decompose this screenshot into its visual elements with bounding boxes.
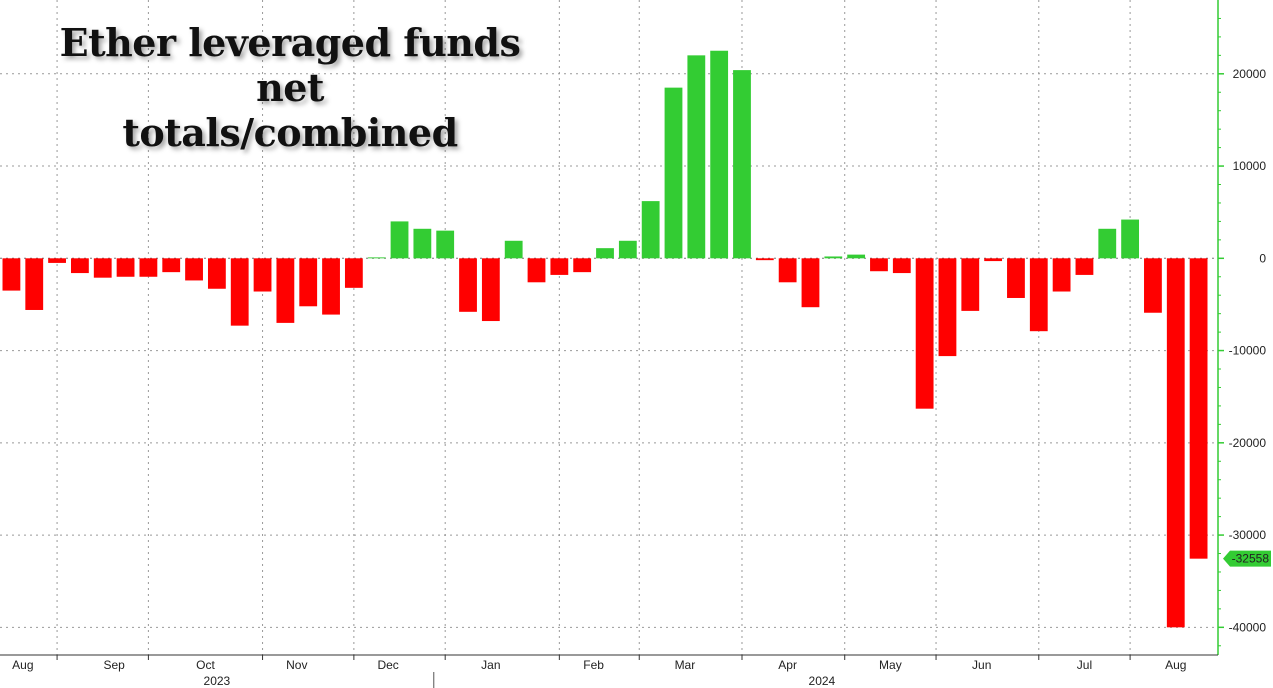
bar — [847, 254, 866, 259]
bar — [344, 258, 363, 288]
bar — [139, 258, 158, 277]
bar — [618, 240, 637, 259]
bar — [1189, 258, 1208, 559]
bar — [892, 258, 911, 274]
bar — [413, 228, 432, 259]
bar — [1098, 228, 1117, 259]
bar — [436, 230, 455, 259]
bar — [687, 55, 706, 259]
bar — [230, 258, 249, 326]
bar — [664, 87, 683, 259]
bar — [299, 258, 318, 307]
bar — [870, 258, 888, 272]
bar — [573, 258, 592, 273]
bar — [253, 258, 272, 292]
bar — [961, 258, 980, 311]
x-tick-label: Jun — [972, 658, 991, 672]
bar — [322, 258, 340, 315]
bar — [1121, 219, 1140, 259]
x-tick-label: Nov — [286, 658, 307, 672]
y-axis: 20000 10000 0 -10000 -20000 -30000 -40000 -3255… — [1217, 0, 1271, 655]
bar — [1075, 258, 1094, 275]
bar — [162, 258, 181, 273]
bar — [93, 258, 112, 278]
x-tick-label: May — [879, 658, 902, 672]
y-tick-label: 0 — [1259, 251, 1266, 265]
last-value-tag — [1223, 550, 1271, 567]
y-tick-label: -10000 — [1229, 344, 1267, 358]
chart-title-line-2: totals/combined — [122, 110, 458, 155]
bar — [801, 258, 820, 308]
bar — [2, 258, 21, 291]
bar — [550, 258, 569, 275]
bar — [481, 258, 500, 322]
bar — [185, 258, 203, 281]
bars — [2, 50, 1208, 628]
x-tick-label: Jul — [1077, 658, 1092, 672]
x-axis: Aug Sep Oct Nov Dec Jan Feb Mar Apr May Jun Jul Aug 2… — [0, 654, 1218, 688]
chart-title-line-1: Ether leveraged funds net — [59, 20, 521, 110]
x-tick-label: Mar — [675, 658, 696, 672]
bar — [733, 70, 751, 259]
bar — [390, 221, 409, 259]
x-tick-label: Oct — [196, 658, 215, 672]
bar — [459, 258, 477, 312]
y-tick-label: -30000 — [1229, 528, 1267, 542]
x-year-label: 2024 — [809, 674, 836, 688]
bar — [25, 258, 44, 310]
bar — [710, 50, 729, 259]
bar — [48, 258, 66, 263]
bar — [71, 258, 89, 274]
bar — [1052, 258, 1071, 292]
x-tick-label: Sep — [103, 658, 125, 672]
bar — [527, 258, 546, 283]
bar — [915, 258, 934, 409]
last-value-label: -32558 — [1232, 552, 1270, 566]
bar — [596, 248, 614, 259]
x-tick-label: Feb — [583, 658, 604, 672]
bar — [755, 258, 774, 261]
bar — [116, 258, 135, 277]
bar — [984, 258, 1003, 262]
y-tick-label: -20000 — [1229, 436, 1267, 450]
bar — [1144, 258, 1162, 313]
y-tick-label: -40000 — [1229, 620, 1267, 634]
bar — [778, 258, 797, 283]
bar — [504, 240, 523, 259]
y-tick-label: 20000 — [1233, 67, 1267, 81]
chart-title: Ether leveraged funds net totals/combine… — [30, 20, 550, 155]
bar — [1007, 258, 1025, 298]
x-tick-label: Aug — [12, 658, 33, 672]
x-tick-label: Dec — [377, 658, 398, 672]
y-tick-label: 10000 — [1233, 159, 1267, 173]
bar — [207, 258, 226, 289]
bar — [938, 258, 957, 357]
bar — [367, 257, 386, 259]
x-tick-label: Apr — [778, 658, 797, 672]
x-tick-label: Jan — [481, 658, 500, 672]
bar — [641, 201, 660, 259]
bar — [1166, 258, 1185, 628]
bar — [824, 256, 843, 259]
bar — [1029, 258, 1048, 332]
bar — [276, 258, 295, 323]
x-year-label: 2023 — [204, 674, 231, 688]
x-tick-label: Aug — [1165, 658, 1186, 672]
